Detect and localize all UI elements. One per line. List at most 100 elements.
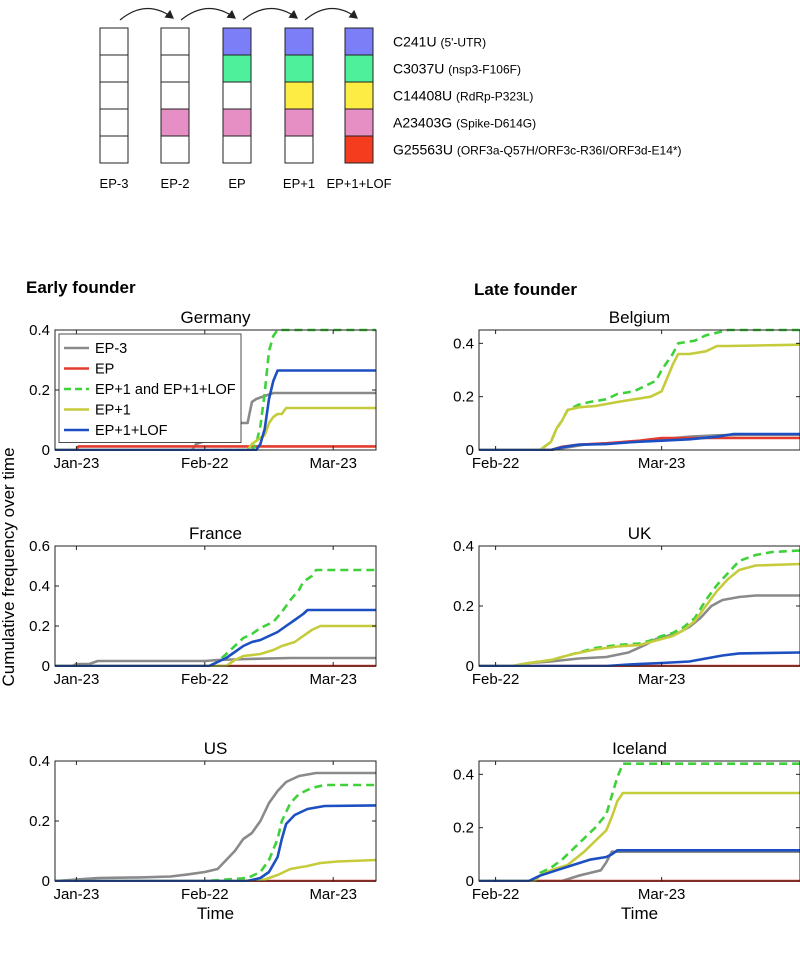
progression-arrow [242,7,298,21]
series-line-ep-1-lof [55,369,376,451]
x-tick-label: Mar-23 [309,455,357,472]
stage-ep-1: EP+1 [283,27,315,191]
stage-cell [160,54,190,83]
series-line-ep-1-and-ep-1-lof [479,328,800,451]
y-tick-label: 0 [466,442,474,459]
series-line-ep-1-and-ep-1-lof [55,328,376,451]
y-tick-label: 0.2 [453,598,474,615]
panel-title: Belgium [609,308,670,327]
panel-belgium: Belgium 0 0.2 0.4 Feb-22 Mar-23 [453,308,800,472]
y-tick-label: 0 [466,873,474,890]
series-line-ep-1 [55,406,376,451]
panel-us: US 0 0.2 0.4 Jan-23 Feb-22 Mar-23 Time [29,739,377,923]
panel-title: Germany [181,308,251,327]
y-tick-label: 0 [42,442,50,459]
series-group [479,328,800,451]
y-tick-label: 0 [466,658,474,675]
stage-cell [222,27,252,56]
stage-cell [284,108,314,137]
x-tick-label: Mar-23 [638,886,686,903]
x-tick-label: Feb-22 [472,671,520,688]
progression-arrow [119,7,174,21]
stage-ep: EP [222,27,252,191]
stage-cell [344,108,374,137]
stage-label: EP-3 [100,176,129,191]
stage-cell [344,27,374,56]
series-line-ep-3 [55,771,376,882]
stage-ep-2: EP-2 [160,27,190,191]
late-founder-heading: Late founder [474,280,577,299]
legend: EP-3 EP EP+1 and EP+1+LOF EP+1 EP+1+LOF [58,333,242,443]
y-tick-label: 0.4 [29,753,50,770]
legend-label: EP+1 and EP+1+LOF [95,382,236,398]
x-tick-label: Feb-22 [181,455,229,472]
axes-box [478,760,800,882]
stage-label: EP [228,176,245,191]
legend-label: EP+1 [95,403,131,419]
y-tick-label: 0.2 [29,382,50,399]
x-tick-label: Jan-23 [53,671,99,688]
stage-cell [284,81,314,110]
mutation-label-g25563u: G25563U (ORF3a-Q57H/ORF3c-R36I/ORF3d-E14… [393,142,682,158]
stage-cell [160,135,190,164]
stage-cell [99,54,129,83]
stage-cell [222,81,252,110]
mutation-label-c14408u: C14408U (RdRp-P323L) [393,88,533,104]
stage-cell [222,54,252,83]
y-tick-label: 0 [42,658,50,675]
y-tick-label: 0.2 [453,389,474,406]
y-axis-label: Cumulative frequency over time [0,447,18,686]
x-tick-label: Feb-22 [181,671,229,688]
panel-title: UK [628,524,652,543]
stage-cell [99,81,129,110]
stage-label: EP+1 [283,176,315,191]
mutation-label-c3037u: C3037U (nsp3-F106F) [393,61,521,77]
stage-ep-3: EP-3 [99,27,129,191]
axes-box [54,545,377,667]
series-line-ep-1-and-ep-1-lof [55,783,376,882]
series-line-ep-3 [479,850,800,882]
series-line-ep-1-lof [479,848,800,882]
y-tick-label: 0.4 [453,538,474,555]
y-tick-label: 0.4 [29,578,50,595]
mutation-label-c241u: C241U (5'-UTR) [393,34,486,50]
stage-cell [99,108,129,137]
y-tick-label: 0.4 [453,766,474,783]
series-line-ep [479,436,800,451]
series-line-ep-3 [479,594,800,667]
series-line-ep-1-lof [479,432,800,451]
stage-cell [160,108,190,137]
series-line-ep-1-lof [55,608,376,667]
stage-cell [160,81,190,110]
x-tick-label: Mar-23 [638,455,686,472]
panel-france: France 0 0.2 0.4 0.6 Jan-23 Feb-22 Mar-23 [29,524,377,688]
x-tick-label: Feb-22 [181,886,229,903]
series-group [55,771,376,882]
series-line-ep-1 [479,343,800,451]
legend-label: EP [95,362,114,378]
y-tick-label: 0.2 [29,618,50,635]
stage-ep-1-lof: EP+1+LOF [326,27,392,191]
x-axis-label: Time [621,904,658,923]
x-tick-label: Feb-22 [472,886,520,903]
stage-cell [222,135,252,164]
stage-cell [160,27,190,56]
early-founder-heading: Early founder [26,278,136,297]
series-line-ep-1-and-ep-1-lof [479,762,800,882]
legend-label: EP+1+LOF [95,423,168,439]
stage-cell [99,27,129,56]
series-line-ep-1-lof [55,804,376,882]
stage-cell [284,54,314,83]
series-group [479,762,800,882]
stage-cell [284,135,314,164]
stage-cell [284,27,314,56]
series-line-ep-1 [55,624,376,667]
stage-label: EP+1+LOF [326,176,391,191]
stage-cell [344,81,374,110]
y-tick-label: 0.2 [29,813,50,830]
y-tick-label: 0.2 [453,820,474,837]
x-tick-label: Jan-23 [53,886,99,903]
